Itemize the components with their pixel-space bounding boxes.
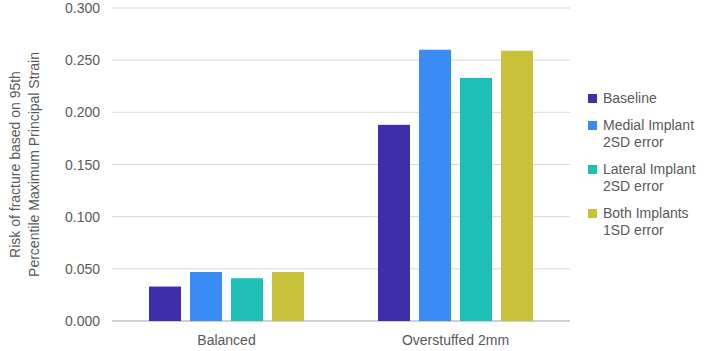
legend-line: 1SD error <box>603 222 664 238</box>
bar <box>149 287 181 321</box>
bar <box>272 272 304 321</box>
x-tick-label: Balanced <box>197 332 255 348</box>
legend-swatch <box>588 121 597 130</box>
legend-label: Both Implants1SD error <box>603 205 689 238</box>
bar <box>190 272 222 321</box>
x-tick-label: Overstuffed 2mm <box>402 332 509 348</box>
legend-label: Medial Implant2SD error <box>603 117 694 150</box>
legend: BaselineMedial Implant2SD errorLateral I… <box>588 90 696 238</box>
bar <box>378 125 410 321</box>
chart: 0.000 0.050 0.100 0.150 0.200 0.250 0.300 Risk … <box>0 0 717 351</box>
legend-swatch <box>588 165 597 174</box>
y-tick-label: 0.300 <box>65 0 100 16</box>
legend-label: Lateral Implant2SD error <box>603 161 696 194</box>
legend-label: Baseline <box>603 90 657 106</box>
legend-line: 2SD error <box>603 178 664 194</box>
y-tick-label: 0.050 <box>65 261 100 277</box>
y-tick-label: 0.200 <box>65 104 100 120</box>
bars <box>149 50 533 321</box>
legend-line: Lateral Implant <box>603 161 696 177</box>
legend-line: Baseline <box>603 90 657 106</box>
y-tick-label: 0.000 <box>65 313 100 329</box>
y-tick-label: 0.250 <box>65 52 100 68</box>
bar <box>419 50 451 321</box>
legend-swatch <box>588 209 597 218</box>
legend-line: Medial Implant <box>603 117 694 133</box>
bar <box>460 78 492 321</box>
y-axis-title: Percentile Maximum Principal Strain <box>26 52 42 277</box>
bar <box>501 51 533 321</box>
y-tick-label: 0.150 <box>65 157 100 173</box>
legend-swatch <box>588 94 597 103</box>
y-tick-label: 0.100 <box>65 209 100 225</box>
legend-line: Both Implants <box>603 205 689 221</box>
y-axis-title: Risk of fracture based on 95th <box>7 71 23 258</box>
bar <box>231 278 263 321</box>
legend-line: 2SD error <box>603 134 664 150</box>
grid-line <box>112 8 570 9</box>
